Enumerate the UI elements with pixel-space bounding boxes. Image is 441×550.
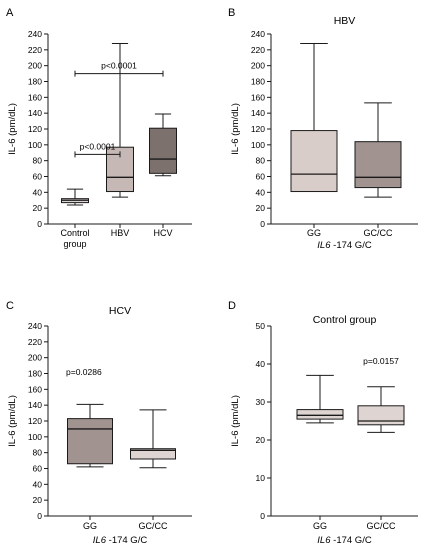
y-axis-label: IL-6 (pm/dL) xyxy=(230,103,241,155)
y-tick-label: 0 xyxy=(260,511,265,521)
x-axis-label: IL6 -174 G/C xyxy=(317,535,372,546)
y-tick-label: 180 xyxy=(28,369,42,379)
y-tick-label: 40 xyxy=(33,479,43,489)
y-tick-label: 40 xyxy=(256,359,266,369)
y-tick-label: 0 xyxy=(37,511,42,521)
y-tick-label: 240 xyxy=(28,321,42,331)
y-tick-label: 0 xyxy=(37,219,42,229)
x-category-label: GG xyxy=(313,521,327,531)
y-axis-label: IL-6 (pm/dL) xyxy=(7,395,18,447)
y-tick-label: 10 xyxy=(256,473,266,483)
iqr-box xyxy=(290,130,338,193)
panel-title: Control group xyxy=(313,314,377,326)
significance-bracket: p<0.0001 xyxy=(74,141,121,158)
y-tick-label: 160 xyxy=(251,92,265,102)
panel-title: HBV xyxy=(334,15,356,27)
y-tick-label: 80 xyxy=(33,156,43,166)
y-tick-label: 60 xyxy=(33,172,43,182)
y-tick-label: 60 xyxy=(33,464,43,474)
y-tick-label: 200 xyxy=(251,61,265,71)
panel-letter: A xyxy=(6,7,14,19)
x-category-label: Control group xyxy=(60,228,89,249)
panel-b: B HBV 0 20 40 60 80 100 120 140 160 180 200 220 240 IL-… xyxy=(228,7,418,251)
y-tick-label: 60 xyxy=(256,172,266,182)
y-tick-label: 240 xyxy=(28,29,42,39)
iqr-box xyxy=(296,409,344,420)
p-value-label: p=0.0157 xyxy=(363,356,399,366)
x-category-label: GC/CC xyxy=(139,521,169,531)
box-gg: GG xyxy=(290,43,338,238)
panel-letter: C xyxy=(6,300,14,312)
y-tick-label: 140 xyxy=(28,400,42,410)
y-tick-label: 100 xyxy=(28,432,42,442)
box-gc-cc: GC/CC xyxy=(354,102,402,238)
panel-a: A 0 20 40 60 80 100 120 140 160 180 200 220 240 IL-6 (… xyxy=(6,7,192,249)
x-category-label: GC/CC xyxy=(367,521,397,531)
x-category-label: GG xyxy=(307,228,321,238)
y-tick-label: 120 xyxy=(28,416,42,426)
box-gg: GG xyxy=(296,374,344,531)
y-tick-label: 200 xyxy=(28,353,42,363)
y-tick-label: 20 xyxy=(256,203,266,213)
panel-title: HCV xyxy=(109,305,131,317)
y-tick-label: 120 xyxy=(28,124,42,134)
y-tick-label: 220 xyxy=(28,337,42,347)
iqr-box xyxy=(149,127,177,174)
iqr-box xyxy=(357,405,405,426)
iqr-box xyxy=(354,141,402,189)
iqr-box xyxy=(67,418,113,465)
y-tick-label: 20 xyxy=(33,495,43,505)
panel-letter: D xyxy=(228,300,236,312)
box-gc-cc: GC/CC xyxy=(357,386,405,531)
x-axis-label: IL6 -174 G/C xyxy=(93,535,148,546)
x-category-label: HCV xyxy=(153,228,172,238)
y-tick-label: 80 xyxy=(256,156,266,166)
box-gg: GG xyxy=(67,403,113,531)
p-value-label: p=0.0286 xyxy=(66,367,102,377)
y-tick-label: 200 xyxy=(28,61,42,71)
x-category-label: GG xyxy=(83,521,97,531)
y-tick-label: 40 xyxy=(256,187,266,197)
p-value-label: p<0.0001 xyxy=(101,61,137,71)
panel-c: C HCV 0 20 40 60 80 100 120 140 160 180 200 220 240 IL-… xyxy=(6,300,192,546)
box-hcv: HCV xyxy=(149,113,177,238)
y-tick-label: 40 xyxy=(33,187,43,197)
y-tick-label: 50 xyxy=(256,321,266,331)
y-axis-label: IL-6 (pm/dL) xyxy=(7,103,18,155)
y-axis-label: IL-6 (pm/dL) xyxy=(230,395,241,447)
panel-d: D Control group 0 10 20 30 40 50 IL-6 (pm/dL) GG G… xyxy=(228,300,418,546)
y-tick-label: 120 xyxy=(251,124,265,134)
p-value-label: p<0.0001 xyxy=(80,141,116,151)
box-control-group: Control group xyxy=(60,188,90,249)
y-tick-label: 160 xyxy=(28,92,42,102)
significance-bracket: p<0.0001 xyxy=(74,61,164,77)
y-tick-label: 80 xyxy=(33,448,43,458)
y-tick-label: 0 xyxy=(260,219,265,229)
y-tick-label: 100 xyxy=(251,140,265,150)
x-axis-label: IL6 -174 G/C xyxy=(317,240,372,251)
iqr-box xyxy=(130,448,176,460)
y-tick-label: 140 xyxy=(251,108,265,118)
x-category-label: HBV xyxy=(111,228,130,238)
box-gc-cc: GC/CC xyxy=(130,409,176,531)
y-tick-label: 140 xyxy=(28,108,42,118)
y-tick-label: 180 xyxy=(28,77,42,87)
y-tick-label: 220 xyxy=(251,45,265,55)
y-tick-label: 30 xyxy=(256,397,266,407)
y-tick-label: 220 xyxy=(28,45,42,55)
y-tick-label: 20 xyxy=(256,435,266,445)
y-tick-label: 240 xyxy=(251,29,265,39)
y-tick-label: 100 xyxy=(28,140,42,150)
y-tick-label: 160 xyxy=(28,384,42,394)
y-tick-label: 180 xyxy=(251,77,265,87)
x-category-label: GC/CC xyxy=(364,228,394,238)
panel-letter: B xyxy=(228,7,235,19)
y-tick-label: 20 xyxy=(33,203,43,213)
